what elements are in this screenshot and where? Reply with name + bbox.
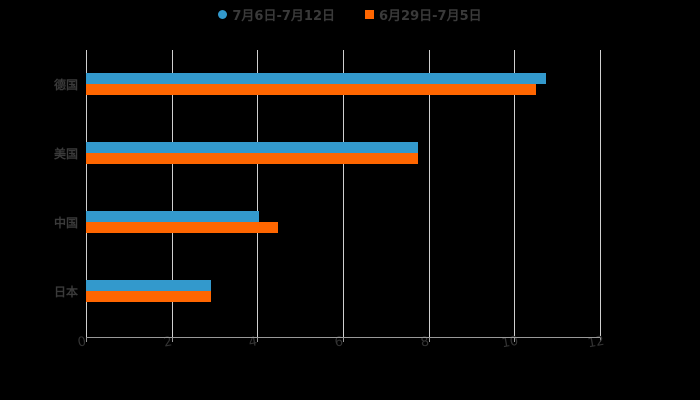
bar-series-2[interactable] bbox=[86, 153, 418, 164]
legend: 7月6日-7月12日 6月29日-7月5日 bbox=[0, 5, 700, 24]
x-tick-label: 2 bbox=[162, 334, 174, 351]
bar-series-1[interactable] bbox=[86, 211, 260, 222]
x-tick bbox=[86, 337, 87, 342]
x-tick bbox=[514, 337, 516, 342]
x-tick-label: 10 bbox=[500, 333, 520, 352]
category-label: 美国 bbox=[53, 147, 78, 161]
x-tick bbox=[600, 337, 601, 342]
x-tick-label: 0 bbox=[76, 334, 88, 351]
gridline bbox=[86, 50, 87, 337]
category-label: 德国 bbox=[53, 78, 78, 92]
bar-series-2[interactable] bbox=[86, 291, 212, 302]
bar-series-1[interactable] bbox=[86, 280, 212, 291]
gridline bbox=[428, 50, 430, 337]
x-tick bbox=[171, 337, 173, 342]
legend-item-series-2[interactable]: 6月29日-7月5日 bbox=[365, 5, 482, 24]
legend-label: 6月29日-7月5日 bbox=[379, 9, 482, 24]
x-tick-label: 8 bbox=[419, 334, 431, 351]
bar-series-1[interactable] bbox=[86, 142, 418, 153]
gridline bbox=[257, 50, 259, 337]
gridline bbox=[171, 50, 173, 337]
category-label: 中国 bbox=[53, 216, 78, 230]
gridline bbox=[514, 50, 516, 337]
category-label: 日本 bbox=[53, 285, 78, 299]
bar-series-2[interactable] bbox=[86, 84, 536, 95]
legend-label: 7月6日-7月12日 bbox=[232, 9, 335, 24]
bar-series-1[interactable] bbox=[86, 73, 547, 84]
x-tick bbox=[343, 337, 344, 342]
legend-item-series-1[interactable]: 7月6日-7月12日 bbox=[218, 5, 335, 24]
bar-series-2[interactable] bbox=[86, 222, 279, 233]
x-tick bbox=[428, 337, 430, 342]
x-tick-label: 4 bbox=[247, 334, 259, 351]
x-tick bbox=[257, 337, 259, 342]
x-tick-label: 12 bbox=[586, 333, 606, 352]
x-tick-label: 6 bbox=[333, 334, 345, 351]
gridline bbox=[600, 50, 601, 337]
gridline bbox=[343, 50, 344, 337]
x-axis bbox=[86, 337, 600, 338]
series-1-swatch-icon bbox=[218, 10, 228, 19]
series-2-swatch-icon bbox=[365, 10, 374, 19]
